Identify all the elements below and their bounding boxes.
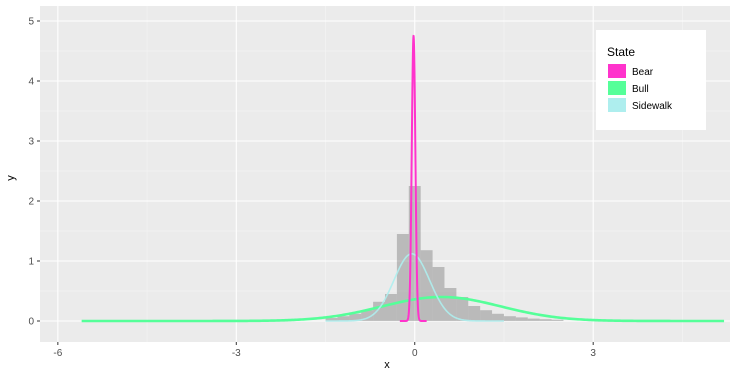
x-axis-title: x (384, 359, 390, 370)
histogram-bar (528, 319, 540, 321)
x-tick-label: 3 (590, 348, 596, 359)
y-tick-label: 3 (28, 137, 34, 148)
histogram-bar (421, 250, 433, 321)
histogram-bar (516, 317, 528, 321)
legend-title: State (607, 45, 635, 59)
histogram-bar (385, 294, 397, 321)
legend-label-sidewalk: Sidewalk (632, 101, 673, 112)
x-tick-label: 0 (412, 348, 418, 359)
histogram-bar (444, 288, 456, 321)
y-axis-title: y (5, 175, 17, 181)
histogram-bar (397, 234, 409, 321)
x-tick-label: -3 (232, 348, 241, 359)
histogram-bar (552, 320, 564, 321)
legend-swatch-bear (608, 64, 626, 78)
legend: State Bear Bull Sidewalk (596, 30, 706, 130)
histogram-bar (540, 319, 552, 321)
histogram-bar (480, 310, 492, 321)
y-tick-label: 5 (28, 17, 34, 28)
histogram-bar (433, 267, 445, 321)
x-tick-label: -6 (53, 348, 62, 359)
y-tick-label: 1 (28, 257, 34, 268)
x-axis-ticks: -6 -3 0 3 (53, 342, 596, 359)
histogram-bar (456, 297, 468, 321)
histogram-bar (492, 314, 504, 321)
legend-label-bear: Bear (632, 67, 654, 78)
y-tick-label: 4 (28, 77, 34, 88)
y-tick-label: 2 (28, 197, 34, 208)
legend-swatch-sidewalk (608, 98, 626, 112)
histogram-bar (504, 316, 516, 321)
legend-swatch-bull (608, 81, 626, 95)
legend-label-bull: Bull (632, 84, 649, 95)
histogram-bar (468, 306, 480, 321)
y-tick-label: 0 (28, 317, 34, 328)
histogram-bar (373, 302, 385, 321)
y-axis-ticks: 0 1 2 3 4 5 (28, 17, 40, 328)
